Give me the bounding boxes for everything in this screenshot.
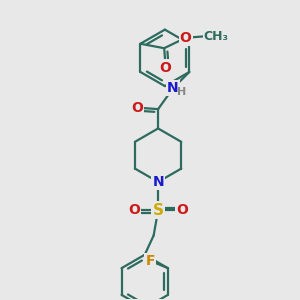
Text: O: O <box>180 31 191 45</box>
Text: CH₃: CH₃ <box>204 30 229 43</box>
Text: S: S <box>153 203 164 218</box>
Text: O: O <box>128 203 140 217</box>
Text: O: O <box>160 61 172 74</box>
Text: O: O <box>176 203 188 217</box>
Text: F: F <box>145 254 155 268</box>
Text: N: N <box>152 175 164 189</box>
Text: N: N <box>167 81 179 95</box>
Text: H: H <box>177 87 186 97</box>
Text: O: O <box>131 100 143 115</box>
